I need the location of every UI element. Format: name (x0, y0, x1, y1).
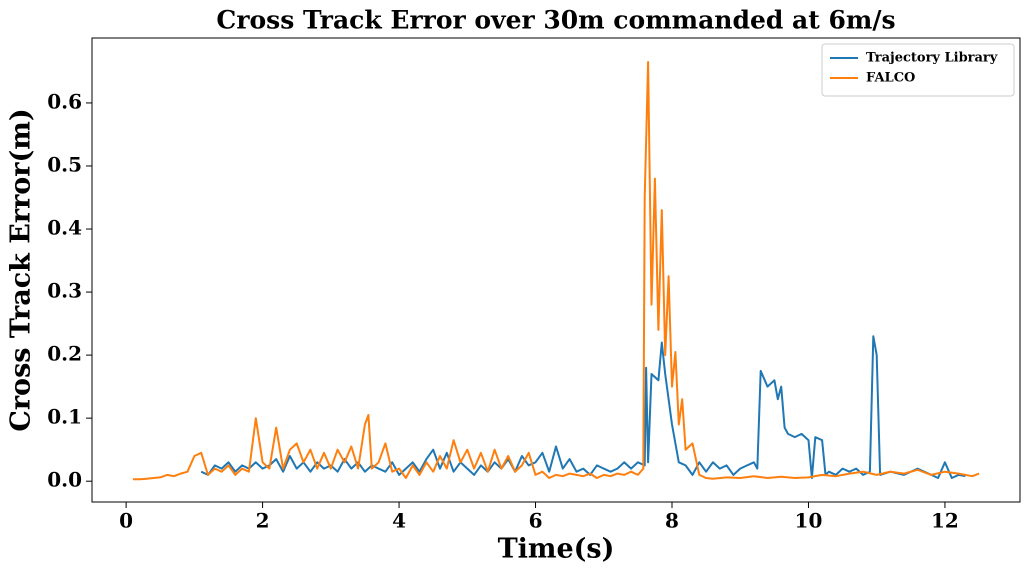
y-tick-label: 0.4 (47, 216, 82, 240)
x-tick-label: 4 (392, 509, 406, 533)
x-axis-label: Time(s) (498, 534, 615, 565)
x-tick-label: 2 (256, 509, 270, 533)
y-axis-label: Cross Track Error(m) (6, 108, 37, 431)
legend-box (821, 43, 1015, 97)
x-tick-label: 8 (665, 509, 679, 533)
x-tick-label: 6 (529, 509, 543, 533)
x-tick-label: 0 (119, 509, 133, 533)
y-tick-label: 0.0 (47, 468, 82, 492)
y-tick-label: 0.3 (47, 279, 82, 303)
data-line (132, 61, 980, 481)
x-tick-label: 10 (795, 509, 823, 533)
legend-label: FALCO (866, 71, 915, 86)
chart-title: Cross Track Error over 30m commanded at … (216, 6, 895, 35)
plot-area (91, 37, 1021, 503)
x-tick-label: 12 (931, 509, 959, 533)
legend-label: Trajectory Library (866, 51, 998, 66)
y-tick-label: 0.5 (47, 152, 82, 176)
data-line (200, 335, 966, 479)
y-tick-label: 0.2 (47, 342, 82, 366)
y-tick-label: 0.1 (47, 405, 82, 429)
y-tick-label: 0.6 (47, 89, 82, 113)
legend: Trajectory Library FALCO (821, 43, 1015, 97)
